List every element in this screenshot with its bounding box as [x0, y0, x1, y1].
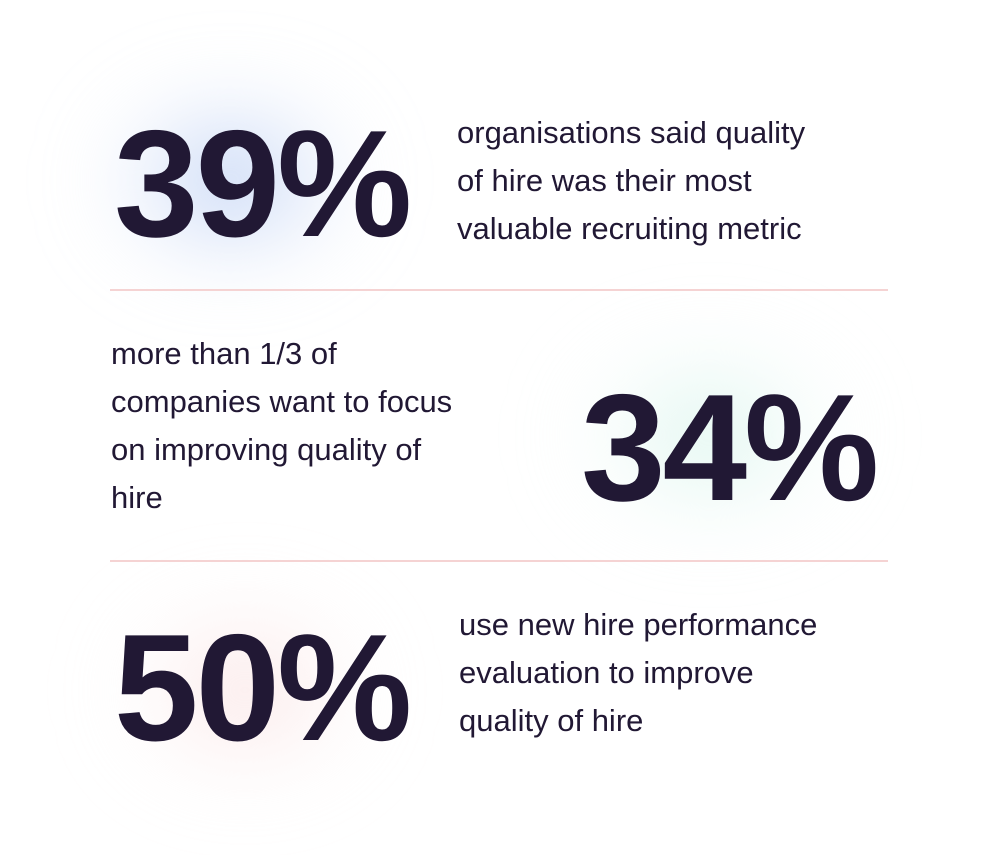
- stat-value-1: 39%: [114, 99, 412, 269]
- description-line: evaluation to improve: [459, 655, 754, 690]
- description-line: use new hire performance: [459, 607, 818, 642]
- description-line: valuable recruiting metric: [457, 211, 802, 246]
- pink-glow: [110, 590, 380, 790]
- description-line: on improving quality of: [111, 432, 422, 467]
- stat-description-3: use new hire performance evaluation to i…: [459, 601, 817, 745]
- stat-description-1: organisations said quality of hire was t…: [457, 109, 805, 253]
- description-line: organisations said quality: [457, 115, 806, 150]
- stat-description-2: more than 1/3 of companies want to focus…: [111, 330, 452, 522]
- divider: [110, 560, 888, 562]
- description-line: of hire was their most: [457, 163, 752, 198]
- stat-value-3: 50%: [114, 603, 412, 773]
- blue-glow: [90, 80, 370, 280]
- description-line: more than 1/3 of: [111, 336, 337, 371]
- description-line: hire: [111, 480, 163, 515]
- description-line: quality of hire: [459, 703, 644, 738]
- stat-value-2: 34%: [581, 363, 879, 533]
- divider: [110, 289, 888, 291]
- green-glow: [560, 330, 860, 540]
- description-line: companies want to focus: [111, 384, 453, 419]
